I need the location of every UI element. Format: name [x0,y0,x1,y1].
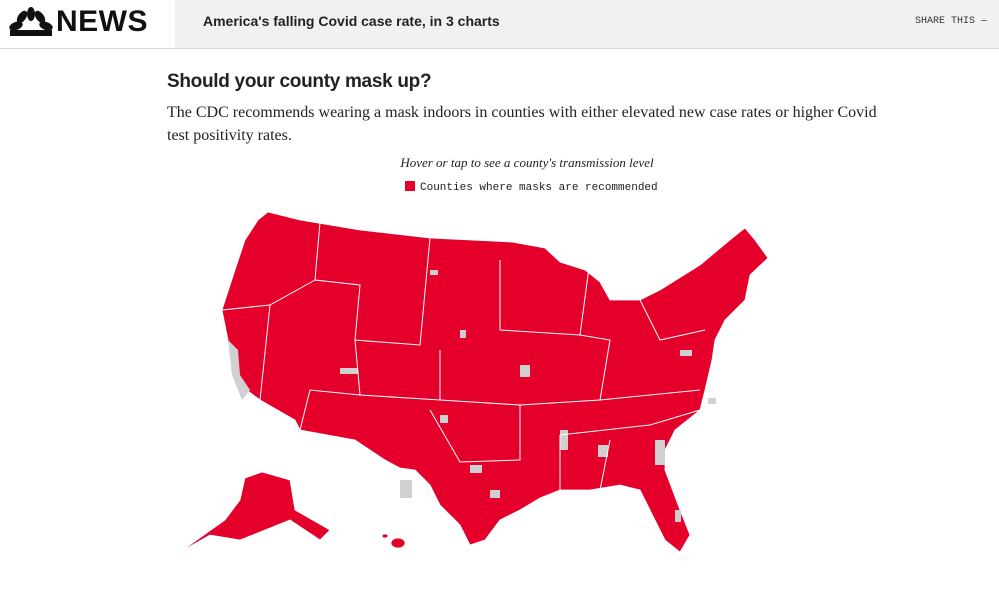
gray-counties [228,270,716,522]
headline[interactable]: America's falling Covid case rate, in 3 … [203,13,500,29]
hawaii[interactable] [381,533,389,539]
share-button[interactable]: SHARE THIS — [914,16,987,27]
legend-swatch [405,181,415,191]
peacock-logo [9,7,53,36]
legend-label: Counties where masks are recommended [420,182,658,194]
body-text: The CDC recommends wearing a mask indoor… [167,104,877,144]
us-map[interactable] [0,200,800,560]
map-caption: Hover or tap to see a county's transmiss… [400,155,654,170]
hawaii[interactable] [390,537,406,549]
section-heading: Should your county mask up? [167,71,432,92]
header-band [175,0,999,48]
state-lines [221,221,706,491]
alaska[interactable] [179,471,331,553]
legend: Counties where masks are recommended [405,181,658,194]
header: NEWS America's falling Covid case rate, … [0,0,999,49]
logo[interactable]: NEWS [56,5,148,38]
lower-48[interactable] [221,211,769,553]
